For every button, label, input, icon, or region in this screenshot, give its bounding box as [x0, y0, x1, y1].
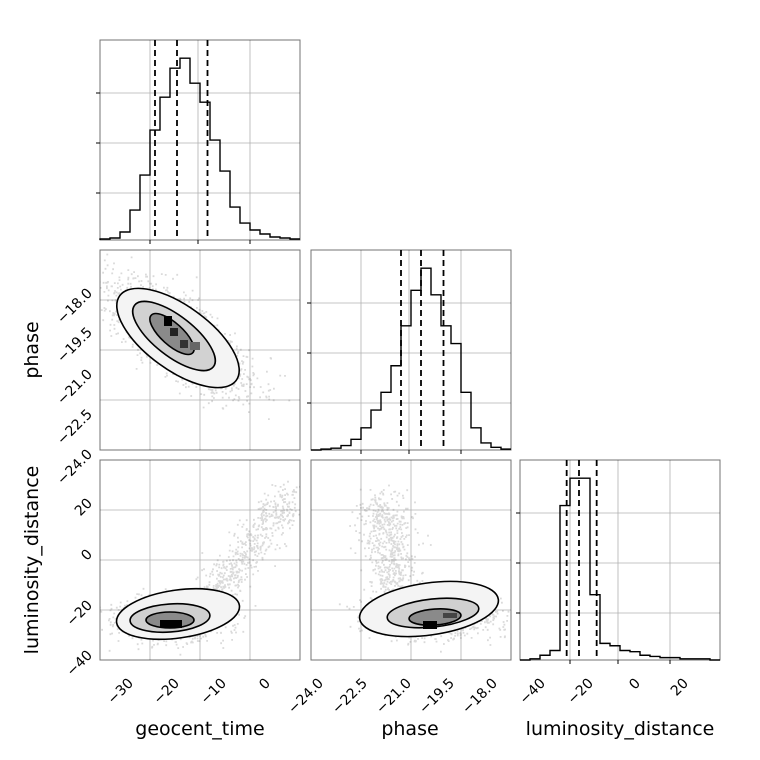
x-axis-label-luminosity-distance: luminosity_distance	[526, 718, 715, 740]
histogram-geocent_time	[99, 57, 300, 240]
y-axis-label-luminosity-distance: luminosity_distance	[21, 466, 43, 655]
contour-line-1	[115, 287, 241, 389]
contour-line-3	[149, 312, 195, 356]
histogram-phase	[311, 267, 511, 451]
tick-label-phase-y-4: −22.5	[54, 407, 96, 449]
density-cell-2	[443, 613, 457, 618]
tick-label-luminosity-distance-y-1: 20	[72, 496, 96, 520]
tick-label-luminosity-distance-y-3: −20	[64, 598, 96, 630]
panel-scatter-phase-vs-geocent_time	[99, 249, 301, 451]
tick-label-luminosity-distance-x-1: −40	[517, 676, 549, 708]
scatter-points	[338, 484, 510, 653]
tick-label-phase-x-3: −21.0	[373, 676, 415, 718]
panel-frame	[99, 39, 301, 241]
density-cell-1	[164, 316, 172, 326]
density-cell-1	[423, 621, 437, 629]
contour-line-1	[358, 580, 500, 638]
y-axis-label-phase: phase	[21, 321, 43, 378]
panel-frame	[99, 459, 301, 661]
panel-scatter-luminosity_distance-vs-geocent_time	[99, 459, 301, 661]
panel-frame	[310, 459, 512, 661]
x-axis-label-phase: phase	[381, 718, 438, 740]
x-axis-label-geocent-time: geocent_time	[135, 718, 264, 740]
density-cell-3	[180, 340, 188, 348]
panel-frame	[310, 249, 512, 451]
panel-hist-phase	[307, 249, 512, 454]
density-cell-4	[190, 342, 200, 350]
tick-label-geocent-time-x-2: −20	[151, 676, 183, 708]
panel-hist-luminosity_distance	[516, 459, 721, 664]
panel-hist-geocent_time	[96, 39, 301, 244]
tick-label-phase-y-1: −18.0	[54, 286, 96, 328]
density-cell-2	[170, 328, 178, 336]
tick-label-geocent-time-x-1: −30	[105, 676, 137, 708]
contour-line-1	[115, 587, 241, 641]
tick-label-geocent-time-x-4: 0	[256, 676, 274, 694]
tick-label-phase-y-3: −21.0	[54, 367, 96, 409]
tick-label-luminosity-distance-x-4: 20	[668, 676, 692, 700]
tick-label-phase-x-4: −19.5	[416, 676, 458, 718]
tick-label-phase-y-5: −24.0	[54, 447, 96, 489]
density-contour-3	[409, 608, 461, 626]
tick-label-phase-x-1: −24.0	[285, 676, 327, 718]
panel-scatter-luminosity_distance-vs-phase	[310, 459, 512, 661]
tick-label-luminosity-distance-x-2: −20	[565, 676, 597, 708]
tick-label-luminosity-distance-y-2: 0	[78, 547, 96, 565]
scatter-points	[100, 253, 291, 420]
panel-frame	[519, 459, 721, 661]
tick-label-geocent-time-x-3: −10	[198, 676, 230, 708]
histogram-luminosity_distance	[520, 477, 720, 661]
tick-label-luminosity-distance-y-4: −40	[64, 648, 96, 680]
tick-label-phase-x-2: −22.5	[329, 676, 371, 718]
density-cell-1	[160, 620, 182, 628]
tick-label-luminosity-distance-x-3: 0	[626, 676, 644, 694]
panel-frame	[99, 249, 301, 451]
scatter-points	[100, 480, 300, 656]
tick-label-phase-x-5: −18.0	[459, 676, 501, 718]
tick-label-phase-y-2: −19.5	[54, 325, 96, 367]
contour-line-2	[129, 602, 211, 634]
panels-layer	[96, 39, 721, 664]
contour-line-2	[131, 300, 217, 372]
